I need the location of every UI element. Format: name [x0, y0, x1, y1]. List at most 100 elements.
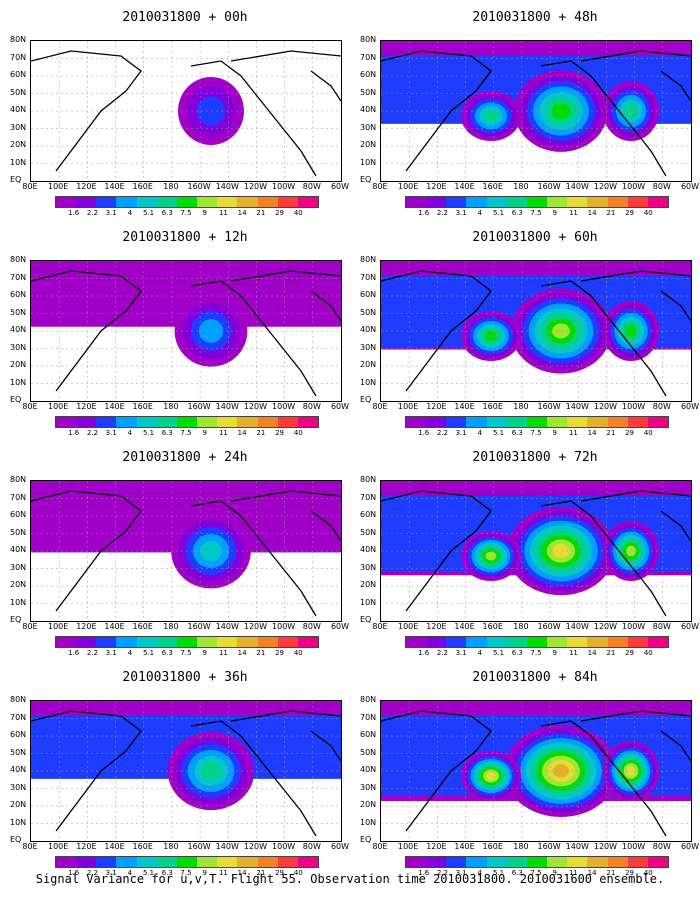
y-tick-label: 30N [10, 342, 27, 352]
colorbar-level-label: 1.6 [418, 429, 430, 437]
colorbar-segment [217, 197, 238, 207]
x-tick-label: 60W [330, 622, 350, 631]
y-tick-label: 10N [10, 157, 27, 167]
colorbar [55, 856, 319, 868]
y-tick-label: 70N [10, 272, 27, 282]
colorbar-level-label: 21 [256, 649, 266, 657]
colorbar-level-label: 2.2 [86, 649, 98, 657]
colorbar-level-label: 14 [587, 209, 597, 217]
colorbar-level-label: 21 [256, 869, 266, 877]
colorbar-segment [257, 197, 278, 207]
x-tick-label: 60W [680, 842, 700, 851]
x-tick-label: 160E [132, 182, 153, 191]
colorbar-level-label: 6.3 [161, 869, 173, 877]
x-tick-label: 160W [537, 402, 561, 411]
colorbar-segment [506, 197, 527, 207]
y-tick-label: 60N [360, 730, 377, 739]
colorbar-level-label: 4 [477, 209, 483, 217]
colorbar-segment [237, 197, 258, 207]
colorbar-level-label: 1.6 [418, 209, 430, 217]
colorbar-segment [76, 637, 97, 647]
coastline [31, 50, 341, 177]
colorbar-level-label: 11 [218, 429, 228, 437]
x-tick-label: 80E [372, 622, 388, 631]
y-tick-label: 40N [360, 325, 377, 334]
colorbar-segment [486, 857, 507, 867]
variance-contour [485, 331, 497, 341]
y-tick-label: EQ [360, 835, 372, 844]
colorbar-level-label: 29 [275, 649, 285, 657]
panel-title: 2010031800 + 72h [472, 450, 598, 465]
colorbar-level-label: 40 [293, 429, 303, 437]
colorbar-segment [237, 417, 258, 427]
x-tick-label: 80E [372, 182, 388, 191]
colorbar-labels: 1.6 2.2 3.1 4 5.1 6.3 7.5 9 11 14 21 29 40 [405, 649, 667, 659]
colorbar-level-label: 4 [127, 869, 133, 877]
y-tick-label: 30N [10, 562, 27, 572]
colorbar-segment [297, 197, 319, 207]
colorbar-segment [406, 857, 427, 867]
x-tick-label: 120E [426, 622, 447, 631]
colorbar-level-label: 40 [293, 869, 303, 877]
map-plot [380, 480, 692, 622]
colorbar-level-label: 7.5 [180, 209, 192, 217]
y-tick-label: 10N [10, 817, 27, 827]
colorbar-segment [627, 857, 648, 867]
colorbar-segment [526, 197, 548, 207]
colorbar-level-label: 3.1 [455, 649, 467, 657]
y-tick-label: 60N [360, 510, 377, 519]
colorbar-segment [607, 197, 628, 207]
colorbar-segment [647, 857, 669, 867]
colorbar-segment [136, 417, 157, 427]
x-tick-label: 140W [215, 622, 239, 631]
y-tick-label: EQ [360, 615, 372, 624]
colorbar-level-label: 14 [237, 209, 247, 217]
x-tick-label: 140E [454, 402, 475, 411]
colorbar-segment [466, 857, 487, 867]
colorbar-level-label: 2.2 [86, 429, 98, 437]
colorbar-segment [96, 857, 117, 867]
colorbar-level-label: 21 [606, 429, 616, 437]
colorbar-level-label: 6.3 [511, 429, 523, 437]
colorbar-level-label: 9 [552, 869, 557, 877]
colorbar-segment [116, 857, 137, 867]
y-tick-label: 50N [360, 87, 377, 97]
y-tick-label: 30N [360, 782, 377, 792]
x-tick-label: 120E [76, 622, 97, 631]
colorbar-segment [426, 417, 447, 427]
colorbar-level-label: 7.5 [180, 649, 192, 657]
colorbar-segment [406, 417, 427, 427]
x-tick-label: 160E [132, 622, 153, 631]
coastline [31, 270, 341, 397]
colorbar [405, 636, 669, 648]
y-tick-label: 80N [360, 255, 377, 264]
panel-title: 2010031800 + 24h [122, 450, 248, 465]
colorbar-segment [607, 417, 628, 427]
colorbar-level-label: 7.5 [530, 869, 542, 877]
colorbar-labels: 1.6 2.2 3.1 4 5.1 6.3 7.5 9 11 14 21 29 40 [405, 209, 667, 219]
colorbar-segment [627, 417, 648, 427]
colorbar-level-label: 40 [643, 869, 653, 877]
colorbar-level-label: 5.1 [492, 649, 505, 657]
colorbar-level-label: 3.1 [455, 209, 467, 217]
x-tick-label: 100E [48, 402, 69, 411]
colorbar-level-label: 14 [237, 429, 247, 437]
x-tick-label: 120W [593, 622, 618, 631]
x-tick-label: 60W [330, 402, 350, 411]
colorbar-segment [406, 637, 427, 647]
colorbar-segment [297, 857, 319, 867]
colorbar-level-label: 1.6 [68, 649, 80, 657]
colorbar-level-label: 11 [218, 869, 228, 877]
colorbar-level-label: 40 [643, 649, 653, 657]
colorbar-level-label: 1.6 [418, 649, 430, 657]
x-tick-label: 100W [622, 842, 646, 851]
y-tick-label: 80N [360, 35, 377, 44]
colorbar-segment [466, 637, 487, 647]
colorbar-segment [156, 637, 177, 647]
colorbar-level-label: 14 [237, 869, 247, 877]
colorbar-segment [176, 417, 198, 427]
x-tick-label: 160W [537, 842, 561, 851]
colorbar-level-label: 11 [568, 649, 578, 657]
colorbar-segment [446, 857, 467, 867]
colorbar-level-label: 1.6 [68, 429, 80, 437]
